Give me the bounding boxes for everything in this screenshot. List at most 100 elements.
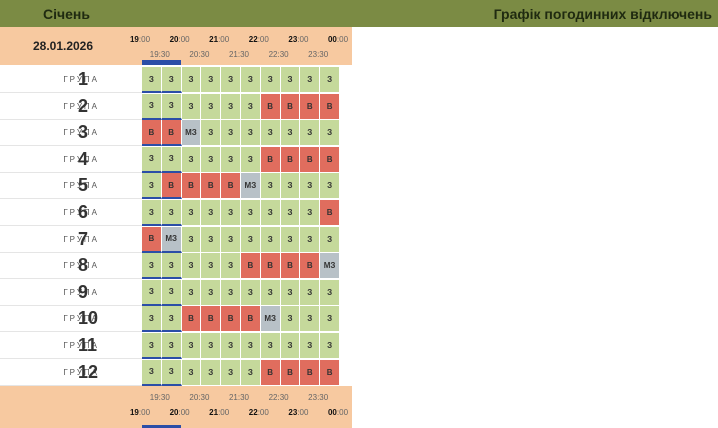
slot-cell-v[interactable]: В: [260, 253, 281, 280]
slot-cell-z[interactable]: З: [161, 253, 182, 280]
slot-cell-v[interactable]: В: [300, 253, 321, 280]
slot-cell-z[interactable]: З: [142, 279, 162, 306]
slot-cell-z[interactable]: З: [181, 146, 202, 173]
slot-cell-z[interactable]: З: [201, 333, 222, 359]
slot-cell-z[interactable]: З: [181, 67, 202, 93]
slot-cell-v[interactable]: В: [320, 146, 340, 173]
slot-cell-v[interactable]: В: [201, 306, 222, 333]
group-label[interactable]: ГРУПА 7: [0, 226, 142, 253]
slot-cell-z[interactable]: З: [320, 333, 340, 359]
slot-cell-v[interactable]: В: [280, 146, 301, 173]
slot-cell-z[interactable]: З: [241, 279, 261, 306]
slot-cell-z[interactable]: З: [221, 279, 241, 306]
slot-cell-v[interactable]: В: [181, 306, 202, 333]
slot-cell-v[interactable]: В: [142, 226, 162, 253]
slot-cell-z[interactable]: З: [241, 226, 261, 253]
slot-cell-z[interactable]: З: [280, 173, 301, 200]
slot-cell-v[interactable]: В: [241, 306, 261, 333]
slot-cell-z[interactable]: З: [241, 120, 261, 147]
slot-cell-z[interactable]: З: [181, 333, 202, 359]
slot-cell-z[interactable]: З: [201, 200, 222, 226]
slot-cell-z[interactable]: З: [142, 146, 162, 173]
slot-cell-z[interactable]: З: [161, 93, 182, 120]
slot-cell-z[interactable]: З: [280, 120, 301, 147]
slot-cell-v[interactable]: В: [300, 146, 321, 173]
slot-cell-z[interactable]: З: [161, 359, 182, 386]
slot-cell-z[interactable]: З: [181, 359, 202, 386]
slot-cell-z[interactable]: З: [201, 93, 222, 120]
slot-cell-z[interactable]: З: [260, 173, 281, 200]
slot-cell-z[interactable]: З: [221, 226, 241, 253]
slot-cell-z[interactable]: З: [142, 93, 162, 120]
slot-cell-mz[interactable]: МЗ: [241, 173, 261, 200]
slot-cell-z[interactable]: З: [201, 146, 222, 173]
slot-cell-v[interactable]: В: [320, 93, 340, 120]
slot-cell-z[interactable]: З: [221, 253, 241, 280]
slot-cell-z[interactable]: З: [320, 120, 340, 147]
group-label[interactable]: ГРУПА 3: [0, 120, 142, 147]
group-label[interactable]: ГРУПА 5: [0, 173, 142, 200]
slot-cell-z[interactable]: З: [142, 253, 162, 280]
slot-cell-v[interactable]: В: [280, 359, 301, 386]
slot-cell-z[interactable]: З: [280, 279, 301, 306]
slot-cell-v[interactable]: В: [241, 253, 261, 280]
slot-cell-v[interactable]: В: [260, 93, 281, 120]
slot-cell-z[interactable]: З: [142, 173, 162, 200]
slot-cell-z[interactable]: З: [320, 306, 340, 333]
slot-cell-z[interactable]: З: [300, 333, 321, 359]
slot-cell-z[interactable]: З: [181, 200, 202, 226]
slot-cell-z[interactable]: З: [320, 226, 340, 253]
slot-cell-z[interactable]: З: [161, 200, 182, 226]
slot-cell-z[interactable]: З: [280, 306, 301, 333]
slot-cell-z[interactable]: З: [161, 306, 182, 333]
slot-cell-z[interactable]: З: [241, 200, 261, 226]
slot-cell-z[interactable]: З: [280, 333, 301, 359]
slot-cell-z[interactable]: З: [221, 333, 241, 359]
slot-cell-mz[interactable]: МЗ: [320, 253, 340, 280]
slot-cell-z[interactable]: З: [181, 93, 202, 120]
slot-cell-z[interactable]: З: [161, 146, 182, 173]
group-label[interactable]: ГРУПА 8: [0, 253, 142, 280]
slot-cell-z[interactable]: З: [241, 93, 261, 120]
group-label[interactable]: ГРУПА 1: [0, 67, 142, 93]
slot-cell-z[interactable]: З: [161, 67, 182, 93]
slot-cell-v[interactable]: В: [142, 120, 162, 147]
slot-cell-mz[interactable]: МЗ: [181, 120, 202, 147]
slot-cell-v[interactable]: В: [280, 253, 301, 280]
slot-cell-z[interactable]: З: [260, 279, 281, 306]
slot-cell-z[interactable]: З: [320, 67, 340, 93]
slot-cell-z[interactable]: З: [241, 333, 261, 359]
slot-cell-v[interactable]: В: [201, 173, 222, 200]
slot-cell-v[interactable]: В: [221, 173, 241, 200]
slot-cell-z[interactable]: З: [280, 67, 301, 93]
slot-cell-z[interactable]: З: [142, 306, 162, 333]
slot-cell-v[interactable]: В: [181, 173, 202, 200]
slot-cell-v[interactable]: В: [320, 359, 340, 386]
slot-cell-z[interactable]: З: [260, 333, 281, 359]
slot-cell-z[interactable]: З: [300, 226, 321, 253]
slot-cell-z[interactable]: З: [260, 120, 281, 147]
slot-cell-z[interactable]: З: [260, 226, 281, 253]
slot-cell-z[interactable]: З: [201, 67, 222, 93]
slot-cell-z[interactable]: З: [300, 306, 321, 333]
slot-cell-z[interactable]: З: [221, 93, 241, 120]
slot-cell-z[interactable]: З: [161, 279, 182, 306]
slot-cell-z[interactable]: З: [300, 200, 321, 226]
slot-cell-z[interactable]: З: [201, 226, 222, 253]
slot-cell-z[interactable]: З: [221, 146, 241, 173]
slot-cell-z[interactable]: З: [201, 279, 222, 306]
slot-cell-z[interactable]: З: [320, 279, 340, 306]
slot-cell-z[interactable]: З: [201, 253, 222, 280]
slot-cell-z[interactable]: З: [280, 226, 301, 253]
slot-cell-v[interactable]: В: [221, 306, 241, 333]
slot-cell-z[interactable]: З: [221, 200, 241, 226]
slot-cell-z[interactable]: З: [201, 120, 222, 147]
slot-cell-mz[interactable]: МЗ: [260, 306, 281, 333]
slot-cell-z[interactable]: З: [260, 67, 281, 93]
slot-cell-z[interactable]: З: [221, 120, 241, 147]
group-label[interactable]: ГРУПА 12: [0, 359, 142, 386]
slot-cell-v[interactable]: В: [260, 359, 281, 386]
group-label[interactable]: ГРУПА 6: [0, 200, 142, 226]
slot-cell-z[interactable]: З: [300, 173, 321, 200]
slot-cell-z[interactable]: З: [221, 359, 241, 386]
